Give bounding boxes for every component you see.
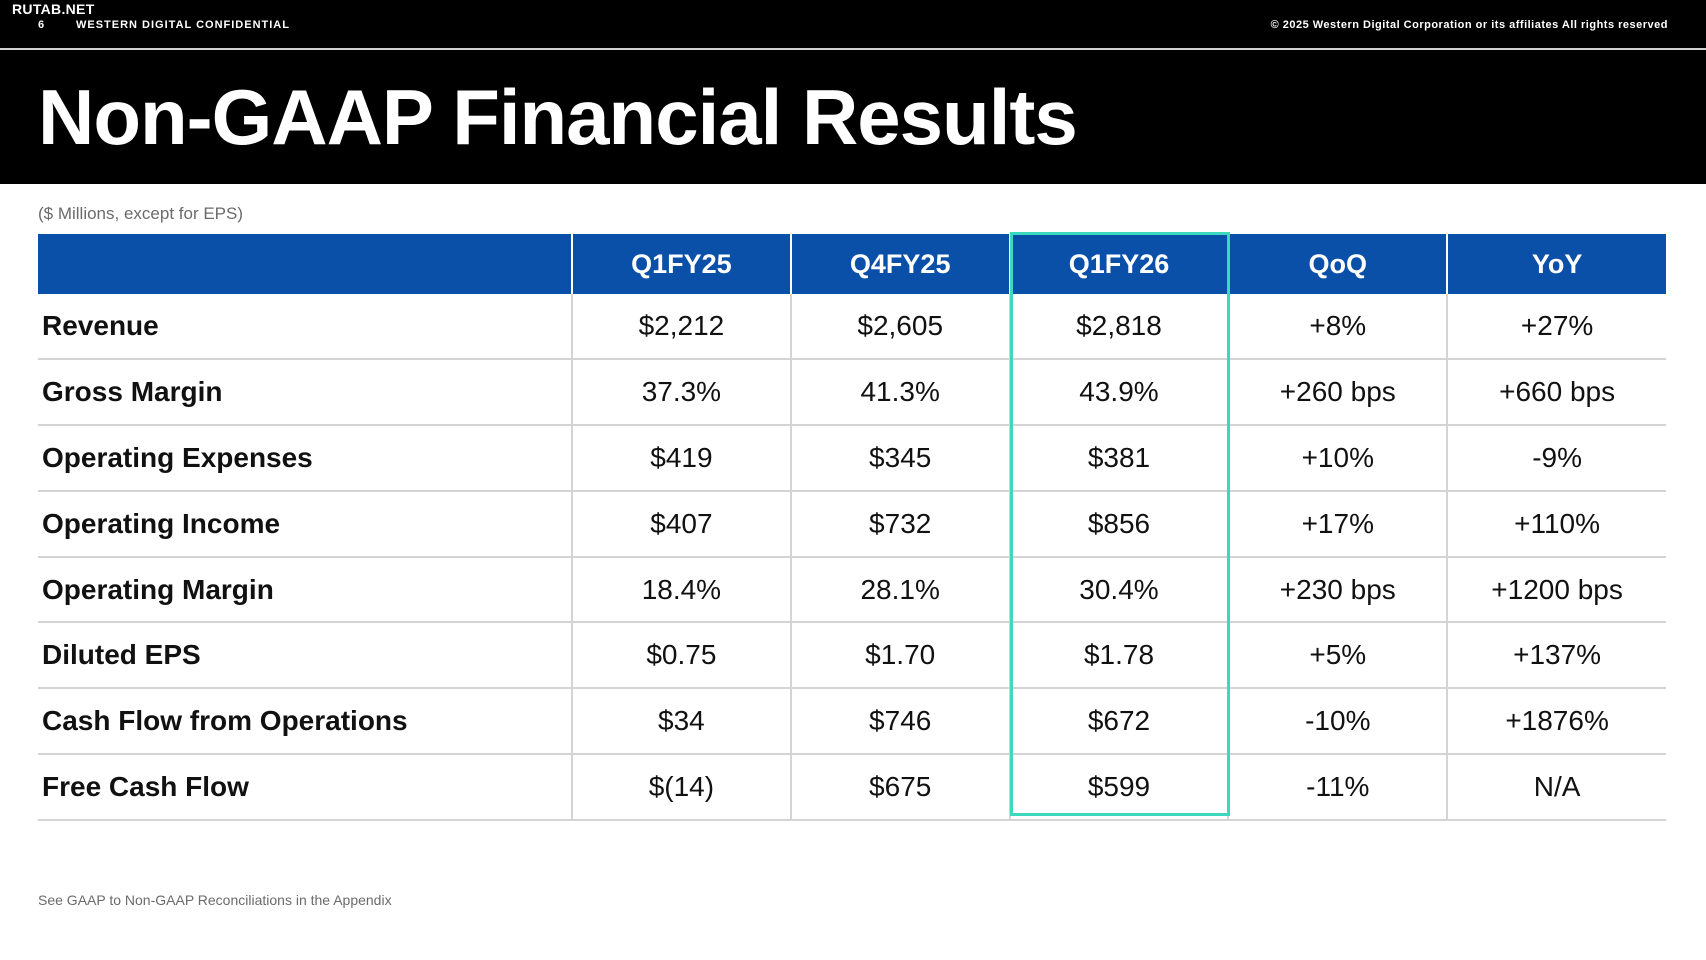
table-row: Operating Expenses $419 $345 $381 +10% -… bbox=[38, 424, 1666, 492]
table-cell: $2,818 bbox=[1008, 294, 1229, 360]
table-row: Revenue $2,212 $2,605 $2,818 +8% +27% bbox=[38, 294, 1666, 360]
table-cell: +230 bps bbox=[1227, 556, 1448, 624]
table-cell: -10% bbox=[1227, 688, 1448, 756]
row-label: Gross Margin bbox=[38, 358, 572, 426]
table-cell: 18.4% bbox=[571, 556, 791, 624]
table-cell: $746 bbox=[789, 688, 1010, 756]
table-cell: $0.75 bbox=[571, 622, 791, 690]
row-label: Free Cash Flow bbox=[38, 754, 572, 822]
table-row: Operating Income $407 $732 $856 +17% +11… bbox=[38, 490, 1666, 558]
financial-results-table: Q1FY25 Q4FY25 Q1FY26 QoQ YoY Revenue $2,… bbox=[38, 234, 1666, 822]
column-header-q4fy25: Q4FY25 bbox=[789, 234, 1010, 294]
watermark: RUTAB.NET bbox=[12, 1, 95, 17]
table-cell: $1.78 bbox=[1008, 622, 1229, 690]
column-header-metric bbox=[38, 234, 572, 294]
table-cell: +1200 bps bbox=[1446, 556, 1666, 624]
table-header-row: Q1FY25 Q4FY25 Q1FY26 QoQ YoY bbox=[38, 234, 1666, 294]
title-band: Non-GAAP Financial Results bbox=[0, 50, 1706, 184]
table-cell: +17% bbox=[1227, 490, 1448, 558]
units-note: ($ Millions, except for EPS) bbox=[38, 204, 244, 223]
table-cell: +1876% bbox=[1446, 688, 1666, 756]
table-cell: $599 bbox=[1008, 754, 1229, 822]
table-cell: +5% bbox=[1227, 622, 1448, 690]
row-label: Diluted EPS bbox=[38, 622, 572, 690]
table-row: Diluted EPS $0.75 $1.70 $1.78 +5% +137% bbox=[38, 622, 1666, 690]
table-cell: $419 bbox=[571, 424, 791, 492]
row-label: Operating Expenses bbox=[38, 424, 572, 492]
table-cell: $1.70 bbox=[789, 622, 1010, 690]
page-title: Non-GAAP Financial Results bbox=[38, 73, 1078, 161]
table-cell: 43.9% bbox=[1008, 358, 1229, 426]
confidential-label: WESTERN DIGITAL CONFIDENTIAL bbox=[76, 19, 290, 31]
table-cell: +27% bbox=[1446, 294, 1666, 360]
table-cell: $381 bbox=[1008, 424, 1229, 492]
table-cell: 30.4% bbox=[1008, 556, 1229, 624]
column-header-qoq: QoQ bbox=[1227, 234, 1448, 294]
column-header-yoy: YoY bbox=[1446, 234, 1666, 294]
table-cell: $732 bbox=[789, 490, 1010, 558]
table-cell: $2,212 bbox=[571, 294, 791, 360]
column-header-q1fy25: Q1FY25 bbox=[571, 234, 791, 294]
column-header-q1fy26: Q1FY26 bbox=[1008, 234, 1229, 294]
table-cell: +260 bps bbox=[1227, 358, 1448, 426]
table-row: Cash Flow from Operations $34 $746 $672 … bbox=[38, 688, 1666, 756]
table-cell: +10% bbox=[1227, 424, 1448, 492]
row-label: Operating Income bbox=[38, 490, 572, 558]
table-cell: +110% bbox=[1446, 490, 1666, 558]
table-row: Operating Margin 18.4% 28.1% 30.4% +230 … bbox=[38, 556, 1666, 624]
row-label: Operating Margin bbox=[38, 556, 572, 624]
table-cell: +660 bps bbox=[1446, 358, 1666, 426]
table-cell: $856 bbox=[1008, 490, 1229, 558]
top-bar: RUTAB.NET 6 WESTERN DIGITAL CONFIDENTIAL… bbox=[0, 0, 1706, 50]
table-row: Free Cash Flow $(14) $675 $599 -11% N/A bbox=[38, 754, 1666, 822]
table-cell: 37.3% bbox=[571, 358, 791, 426]
table-cell: $2,605 bbox=[789, 294, 1010, 360]
table-cell: $345 bbox=[789, 424, 1010, 492]
table-cell: -9% bbox=[1446, 424, 1666, 492]
table-cell: +8% bbox=[1227, 294, 1448, 360]
table-cell: -11% bbox=[1227, 754, 1448, 822]
copyright-notice: © 2025 Western Digital Corporation or it… bbox=[1270, 19, 1668, 31]
slide-number: 6 bbox=[38, 19, 45, 31]
table-cell: $672 bbox=[1008, 688, 1229, 756]
table-cell: $34 bbox=[571, 688, 791, 756]
table-cell: 28.1% bbox=[789, 556, 1010, 624]
table-cell: $675 bbox=[789, 754, 1010, 822]
footnote: See GAAP to Non-GAAP Reconciliations in … bbox=[38, 892, 392, 908]
table-cell: N/A bbox=[1446, 754, 1666, 822]
table-cell: $407 bbox=[571, 490, 791, 558]
table-cell: 41.3% bbox=[789, 358, 1010, 426]
table-cell: $(14) bbox=[571, 754, 791, 822]
table-cell: +137% bbox=[1446, 622, 1666, 690]
row-label: Revenue bbox=[38, 294, 572, 360]
financial-table-container: Q1FY25 Q4FY25 Q1FY26 QoQ YoY Revenue $2,… bbox=[38, 234, 1666, 822]
table-row: Gross Margin 37.3% 41.3% 43.9% +260 bps … bbox=[38, 358, 1666, 426]
row-label: Cash Flow from Operations bbox=[38, 688, 572, 756]
